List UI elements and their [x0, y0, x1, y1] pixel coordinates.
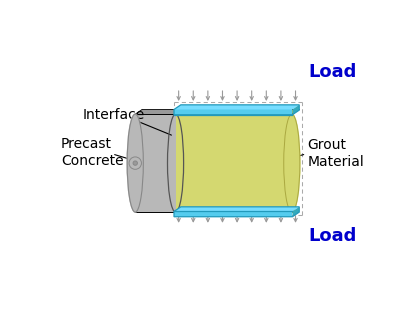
Polygon shape: [176, 114, 292, 212]
Polygon shape: [174, 207, 299, 212]
Ellipse shape: [284, 114, 300, 212]
Text: Load: Load: [309, 227, 357, 245]
Polygon shape: [135, 109, 182, 114]
Text: Interface: Interface: [82, 108, 145, 122]
Polygon shape: [135, 114, 176, 212]
Polygon shape: [292, 105, 299, 115]
Polygon shape: [292, 207, 299, 217]
Text: Precast
Concrete: Precast Concrete: [61, 137, 124, 168]
Polygon shape: [174, 105, 299, 109]
Polygon shape: [174, 212, 292, 217]
Polygon shape: [174, 109, 292, 115]
Text: Grout
Material: Grout Material: [307, 138, 364, 170]
Text: Load: Load: [309, 63, 357, 81]
Circle shape: [133, 161, 138, 165]
Ellipse shape: [127, 114, 143, 212]
Polygon shape: [176, 109, 299, 114]
